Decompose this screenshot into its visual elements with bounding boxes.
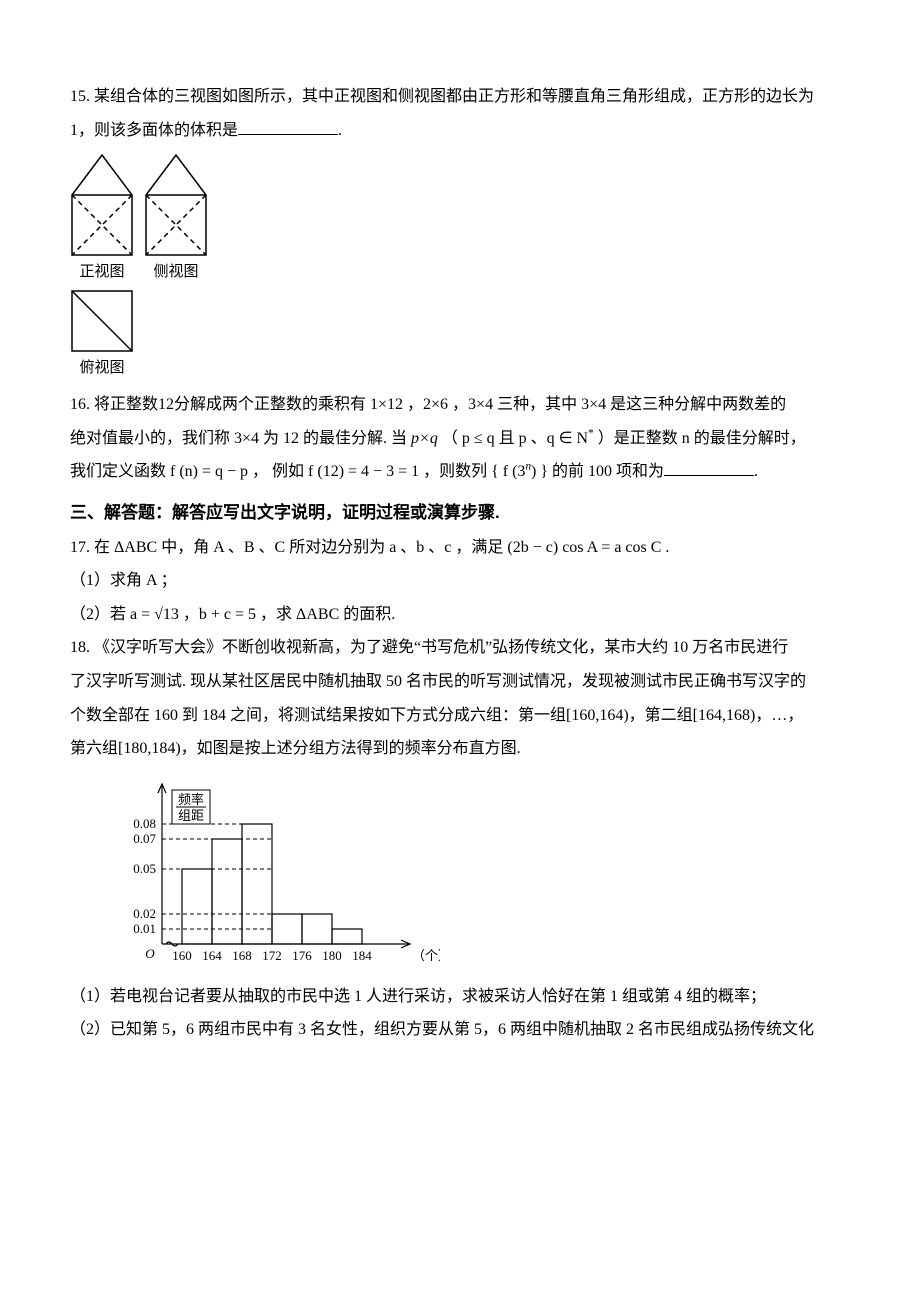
- svg-text:168: 168: [232, 948, 252, 963]
- q17-part2: （2）若 a = √13 ，b + c = 5 ，求 ΔABC 的面积.: [70, 598, 850, 632]
- q18-line4: 第六组[180,184)，如图是按上述分组方法得到的频率分布直方图.: [70, 732, 850, 766]
- q16-l3a: 我们定义函数 f (n) = q − p ， 例如 f (12) = 4 − 3…: [70, 463, 525, 480]
- q17-part1: （1）求角 A ；: [70, 564, 850, 598]
- q18-line1: 18. 《汉字听写大会》不断创收视新高，为了避免“书写危机”弘扬传统文化，某市大…: [70, 631, 850, 665]
- q16-line2: 绝对值最小的，我们称 3×4 为 12 的最佳分解. 当 p×q （ p ≤ q…: [70, 422, 850, 456]
- views-row-top: 正视图 侧视图: [70, 153, 850, 289]
- q16-pq: p×q: [411, 430, 438, 447]
- section-3-title: 三、解答题：解答应写出文字说明，证明过程或演算步骤.: [70, 495, 850, 531]
- svg-text:184: 184: [352, 948, 372, 963]
- q15-text-b-inner: 1，则该多面体的体积是: [70, 122, 238, 139]
- top-view-label: 俯视图: [79, 353, 124, 385]
- q15-text-a: 15. 某组合体的三视图如图所示，其中正视图和侧视图都由正方形和等腰直角三角形组…: [70, 80, 850, 114]
- svg-text:0.01: 0.01: [133, 921, 156, 936]
- q16-period: .: [754, 463, 758, 480]
- q16-line1: 16. 将正整数12分解成两个正整数的乘积有 1×12 ，2×6 ，3×4 三种…: [70, 388, 850, 422]
- side-view-item: 侧视图: [144, 153, 208, 289]
- svg-text:172: 172: [262, 948, 282, 963]
- q15-blank: [238, 118, 338, 135]
- views-row-bottom: 俯视图: [70, 289, 850, 385]
- side-view-svg: [144, 153, 208, 257]
- q16-l2a: 绝对值最小的，我们称 3×4 为 12 的最佳分解. 当: [70, 430, 411, 447]
- top-view-svg: [70, 289, 134, 353]
- q18-line2: 了汉字听写测试. 现从某社区居民中随机抽取 50 名市民的听写测试情况，发现被测…: [70, 665, 850, 699]
- svg-text:164: 164: [202, 948, 222, 963]
- svg-text:0.02: 0.02: [133, 906, 156, 921]
- q18-part2: （2）已知第 5，6 两组市民中有 3 名女性，组织方要从第 5，6 两组中随机…: [70, 1013, 850, 1047]
- histogram-svg: 0.080.07 0.05 0.020.01 160 164 168 172 176 180 18…: [100, 774, 440, 974]
- front-view-svg: [70, 153, 134, 257]
- q16-l2c: ）是正整数 n 的最佳分解时，: [594, 430, 806, 447]
- q15-text-b: 1，则该多面体的体积是.: [70, 114, 850, 148]
- q16-blank: [664, 459, 754, 476]
- q15-period: .: [338, 122, 342, 139]
- q16-l3b: ) } 的前 100 项和为: [531, 463, 664, 480]
- q16-l2b: （ p ≤ q 且 p 、q ∈ N: [442, 430, 588, 447]
- top-view-item: 俯视图: [70, 289, 134, 385]
- front-view-item: 正视图: [70, 153, 134, 289]
- svg-text:（个）: （个）: [412, 948, 440, 963]
- q16-line3: 我们定义函数 f (n) = q − p ， 例如 f (12) = 4 − 3…: [70, 455, 850, 489]
- q18-line3: 个数全部在 160 到 184 之间，将测试结果按如下方式分成六组：第一组[16…: [70, 699, 850, 733]
- svg-text:0.07: 0.07: [133, 831, 156, 846]
- histogram-figure: 0.080.07 0.05 0.020.01 160 164 168 172 176 180 18…: [100, 774, 850, 974]
- svg-text:频率: 频率: [178, 792, 204, 807]
- svg-text:160: 160: [172, 948, 192, 963]
- svg-text:180: 180: [322, 948, 342, 963]
- svg-text:O: O: [145, 946, 155, 961]
- svg-text:组距: 组距: [178, 808, 204, 823]
- svg-text:0.05: 0.05: [133, 861, 156, 876]
- q18-part1: （1）若电视台记者要从抽取的市民中选 1 人进行采访，求被采访人恰好在第 1 组…: [70, 980, 850, 1014]
- svg-text:0.08: 0.08: [133, 816, 156, 831]
- three-views-figure: 正视图 侧视图 俯视图: [70, 153, 850, 384]
- q17-stem: 17. 在 ΔABC 中，角 A 、B 、C 所对边分别为 a 、b 、c ，满…: [70, 531, 850, 565]
- front-view-label: 正视图: [79, 257, 124, 289]
- side-view-label: 侧视图: [153, 257, 198, 289]
- svg-text:176: 176: [292, 948, 312, 963]
